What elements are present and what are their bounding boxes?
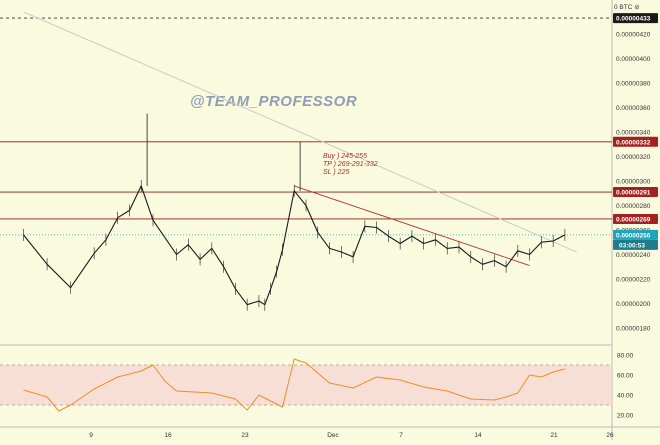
y-tick-label: 0.00000280 — [616, 203, 651, 210]
y-tick-label: 0.00000320 — [616, 154, 651, 161]
price-tag-current-box — [613, 229, 658, 240]
y-tick-label: 0.00000420 — [616, 32, 651, 39]
rsi-tick-label: 40.00 — [617, 393, 634, 400]
y-tick-label: 0.00000220 — [616, 277, 651, 284]
y-tick-label: 0.00000300 — [616, 179, 651, 186]
rsi-tick-label: 20.00 — [617, 413, 634, 420]
rsi-band — [0, 364, 612, 406]
y-tick-label: 0.00000400 — [616, 56, 651, 63]
y-tick-label: 0.00000340 — [616, 130, 651, 137]
trendline-major-descending — [23, 11, 577, 253]
rsi-tick-label: 80.00 — [617, 353, 634, 360]
y-tick-label: 0.00000360 — [616, 105, 651, 112]
price-series — [23, 113, 566, 311]
rsi-axis: 80.00 60.00 40.00 20.00 — [617, 353, 634, 420]
rsi-line — [23, 358, 566, 412]
price-tags: 0.00000433 0.00000332 0.00000291 0.00000269… — [613, 13, 658, 250]
price-tag-top-text: 0.00000433 — [616, 16, 651, 23]
y-tick-label: 0.00000180 — [616, 326, 651, 333]
rsi-series — [23, 358, 566, 412]
price-tag-level-0-box — [613, 136, 658, 147]
x-tick-label: 23 — [241, 432, 249, 439]
x-tick-label: 9 — [89, 432, 93, 439]
price-tag-level-1-box — [613, 187, 658, 198]
annotation-buy: Buy ) 245-255 — [323, 153, 367, 160]
countdown-text: 03:00:53 — [619, 242, 645, 249]
trendlines — [23, 11, 577, 266]
x-tick-label: 7 — [399, 432, 403, 439]
rsi-tick-label: 60.00 — [617, 373, 634, 380]
countdown-box — [613, 239, 658, 250]
price-tag-level-2-box — [613, 213, 658, 224]
x-tick-label: 14 — [474, 432, 482, 439]
currency-label[interactable]: 0 BTC ⊘ — [614, 4, 640, 11]
watermark: @TEAM_PROFESSOR — [190, 93, 357, 110]
time-axis[interactable]: 9 16 23 Dec 7 14 21 26 — [89, 432, 614, 439]
price-tag-current-text: 0.00000256 — [616, 232, 651, 239]
x-tick-label: 21 — [550, 432, 558, 439]
y-tick-label: 0.00000240 — [616, 252, 651, 259]
x-tick-label: 16 — [164, 432, 172, 439]
price-tag-level-0-text: 0.00000332 — [616, 139, 651, 146]
annotation-tp: TP ) 269-291-332 — [323, 161, 378, 168]
y-tick-label: 0.00000200 — [616, 301, 651, 308]
price-tag-level-2-text: 0.00000269 — [616, 216, 651, 223]
rsi-band-fill — [0, 365, 612, 405]
horizontal-levels — [0, 17, 612, 236]
annotation-sl: SL ) 225 — [323, 169, 349, 176]
price-tag-level-1-text: 0.00000291 — [616, 190, 651, 197]
price-tag-top-box — [613, 13, 658, 24]
y-tick-label: 0.00000380 — [616, 81, 651, 88]
trendline-channel-descending — [294, 185, 530, 266]
trade-annotation: Buy ) 245-255 TP ) 269-291-332 SL ) 225 — [323, 153, 378, 176]
x-tick-label: 26 — [606, 432, 614, 439]
x-tick-label: Dec — [327, 432, 339, 439]
